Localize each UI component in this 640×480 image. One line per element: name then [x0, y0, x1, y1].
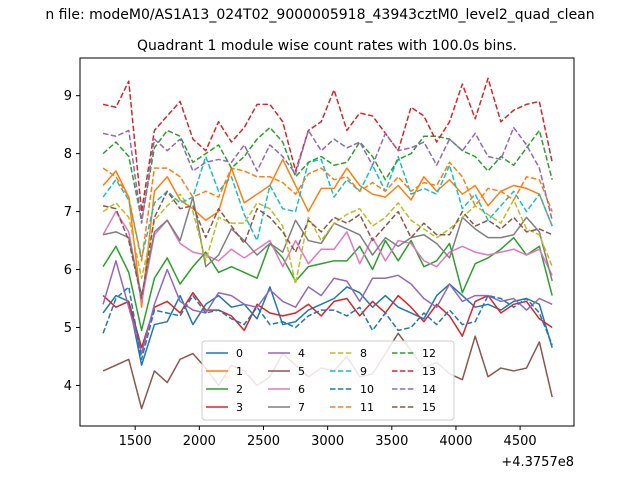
legend-label-12: 12: [422, 347, 436, 360]
y-tick-label: 9: [64, 89, 72, 104]
series-line-0: [102, 283, 553, 366]
y-tick-label: 8: [64, 147, 72, 162]
series-line-11: [102, 161, 553, 262]
plot-area-frame: [79, 57, 575, 427]
series-line-7: [102, 196, 553, 297]
y-tick-label: 4: [64, 379, 72, 394]
x-offset-label: +4.3757e8: [501, 455, 574, 470]
series-line-4: [102, 260, 553, 355]
legend-label-11: 11: [360, 401, 374, 414]
legend-label-1: 1: [236, 365, 243, 378]
series-line-6: [102, 210, 553, 303]
legend-frame: [201, 340, 455, 421]
x-tick-label: 3000: [311, 434, 344, 449]
legend-label-13: 13: [422, 365, 436, 378]
legend-label-6: 6: [298, 383, 305, 396]
series-line-15: [102, 190, 553, 300]
series-line-8: [102, 193, 553, 285]
y-tick-label: 5: [64, 321, 72, 336]
x-tick-label: 4000: [439, 434, 472, 449]
series-line-14: [102, 126, 553, 224]
x-tick-label: 4500: [504, 434, 537, 449]
series-line-10: [102, 286, 553, 361]
legend-label-10: 10: [360, 383, 374, 396]
legend-label-9: 9: [360, 365, 367, 378]
series-line-12: [102, 126, 553, 222]
legend-label-0: 0: [236, 347, 243, 360]
legend-label-7: 7: [298, 401, 305, 414]
legend-label-3: 3: [236, 401, 243, 414]
chart-title: Quadrant 1 module wise count rates with …: [137, 38, 517, 54]
series-line-13: [102, 77, 553, 213]
series-line-2: [102, 236, 553, 332]
y-tick-label: 6: [64, 263, 72, 278]
x-tick-label: 3500: [375, 434, 408, 449]
figure-suptitle: n file: modeM0/AS1A13_024T02_9000005918_…: [45, 7, 594, 23]
legend-label-5: 5: [298, 365, 305, 378]
x-tick-label: 1500: [119, 434, 152, 449]
x-tick-label: 2000: [183, 434, 216, 449]
legend-label-14: 14: [422, 383, 436, 396]
legend-label-8: 8: [360, 347, 367, 360]
legend-label-4: 4: [298, 347, 305, 360]
x-tick-label: 2500: [247, 434, 280, 449]
series-layer: [102, 77, 553, 410]
legend-label-2: 2: [236, 383, 243, 396]
y-axis: 4 5 6 7 8 9: [64, 89, 80, 394]
y-tick-label: 7: [64, 205, 72, 220]
x-axis: 1500 2000 2500 3000 3500 4000 4500: [119, 426, 537, 449]
series-line-3: [102, 291, 553, 349]
series-line-9: [102, 155, 553, 259]
legend-label-15: 15: [422, 401, 436, 414]
